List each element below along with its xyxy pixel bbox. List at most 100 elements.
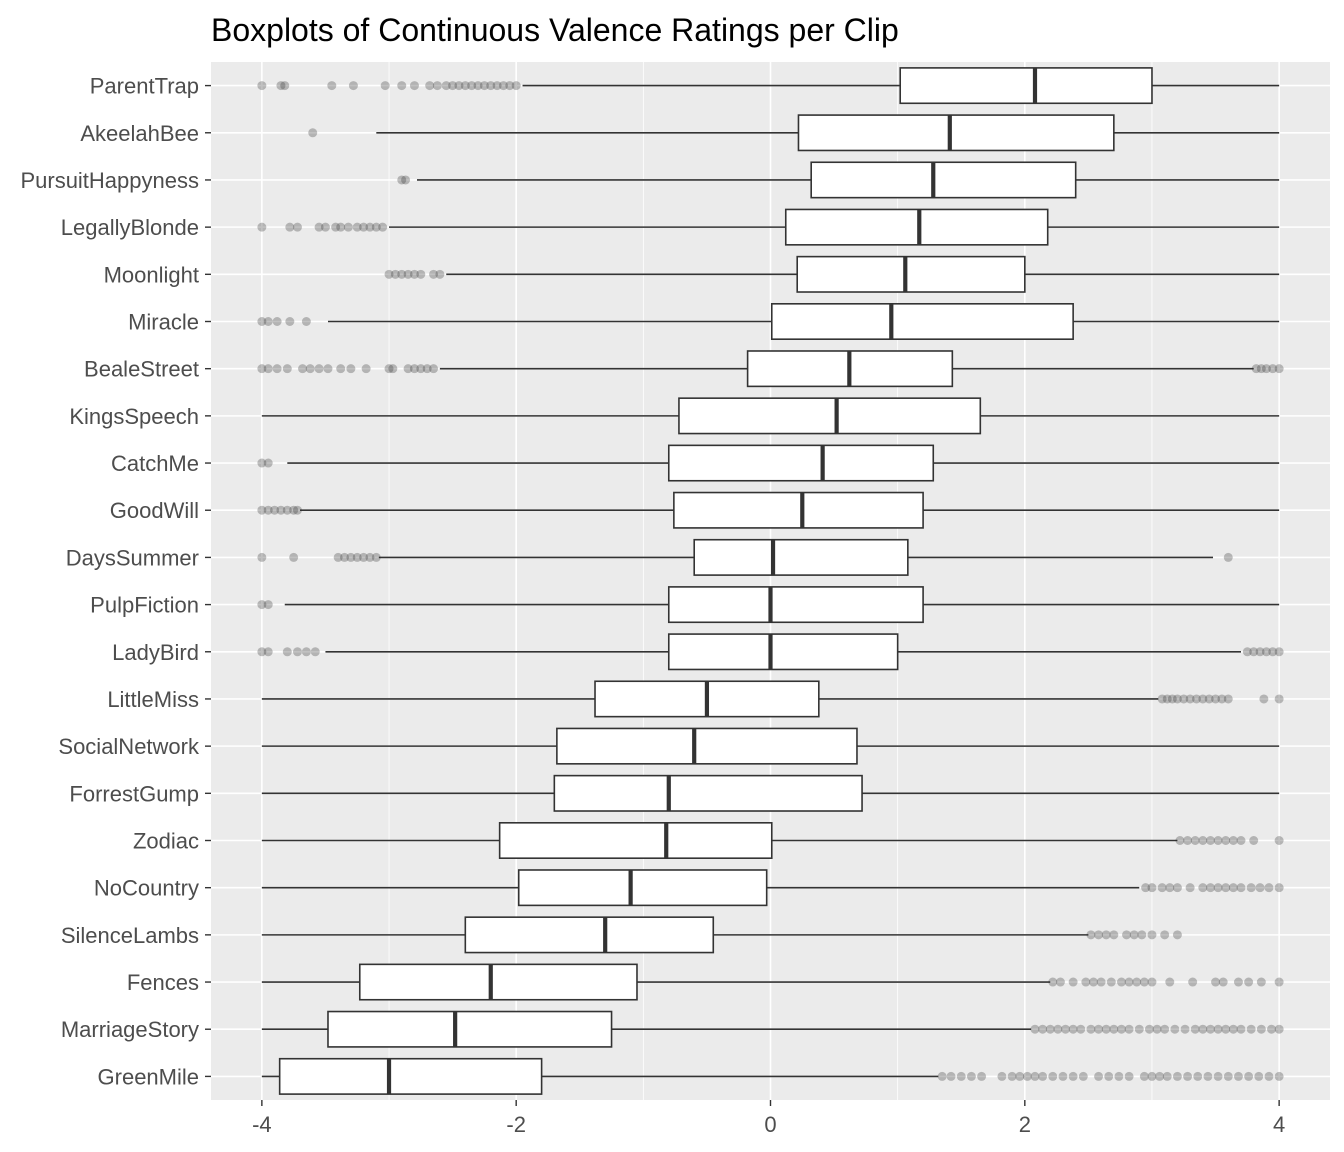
- outlier-point: [1144, 1024, 1154, 1034]
- outlier-point: [1217, 694, 1227, 704]
- iqr-box: [899, 67, 1153, 105]
- outlier-point: [1213, 883, 1223, 893]
- outlier-point: [1165, 977, 1175, 987]
- outlier-point: [467, 81, 477, 91]
- outlier-point: [263, 317, 273, 326]
- outlier-point: [1246, 1024, 1256, 1034]
- outlier-point: [1124, 1071, 1134, 1081]
- outlier-point: [270, 505, 280, 515]
- outlier-point: [956, 1071, 966, 1081]
- outlier-point: [1244, 1071, 1254, 1081]
- outlier-point: [1221, 1024, 1231, 1034]
- outlier-point: [327, 81, 337, 91]
- outlier-point: [460, 81, 470, 91]
- outlier-point: [1213, 1071, 1223, 1081]
- outlier-point: [1185, 883, 1195, 893]
- iqr-box: [464, 916, 715, 954]
- iqr-box: [673, 491, 924, 529]
- outlier-point: [1109, 1024, 1119, 1034]
- box-AkeelahBee: [308, 114, 1280, 152]
- x-tick-label: -2: [506, 1112, 526, 1137]
- outlier-point: [1268, 647, 1278, 657]
- outlier-point: [365, 552, 375, 562]
- outlier-point: [1180, 1024, 1190, 1034]
- outlier-point: [1179, 694, 1189, 704]
- y-tick-label: LittleMiss: [107, 687, 199, 712]
- outlier-point: [429, 269, 439, 279]
- outlier-point: [1076, 1024, 1086, 1034]
- outlier-point: [1053, 1024, 1063, 1034]
- outlier-point: [282, 647, 292, 657]
- outlier-point: [1132, 977, 1142, 987]
- outlier-point: [343, 222, 353, 232]
- outlier-point: [1188, 977, 1198, 987]
- outlier-point: [1249, 647, 1259, 657]
- outlier-point: [1274, 364, 1284, 374]
- outlier-point: [1157, 694, 1167, 704]
- outlier-point: [285, 222, 295, 232]
- outlier-point: [1086, 930, 1096, 940]
- x-axis: -4 -2 0 2 4: [252, 1100, 1285, 1137]
- outlier-point: [1228, 883, 1238, 893]
- outlier-point: [1114, 1071, 1124, 1081]
- outlier-point: [282, 505, 292, 515]
- outlier-point: [310, 647, 320, 657]
- outlier-point: [352, 222, 362, 232]
- outlier-point: [1236, 1024, 1246, 1034]
- box-ParentTrap: [257, 67, 1280, 105]
- outlier-point: [340, 552, 350, 562]
- y-tick-label: BealeStreet: [84, 357, 199, 382]
- outlier-point: [1205, 836, 1215, 845]
- outlier-point: [1122, 930, 1132, 940]
- outlier-point: [289, 505, 299, 515]
- outlier-point: [946, 1071, 956, 1081]
- box-BealeStreet: [257, 350, 1284, 388]
- outlier-point: [1038, 1071, 1048, 1081]
- iqr-box: [553, 774, 863, 812]
- y-tick-label: Miracle: [128, 310, 199, 335]
- box-LegallyBlonde: [257, 208, 1280, 246]
- outlier-point: [1086, 1024, 1096, 1034]
- outlier-point: [1007, 1071, 1017, 1081]
- outlier-point: [257, 505, 267, 515]
- outlier-point: [1068, 1071, 1078, 1081]
- outlier-point: [966, 1071, 976, 1081]
- outlier-point: [1094, 1071, 1104, 1081]
- outlier-point: [1264, 1071, 1274, 1081]
- outlier-point: [1267, 1024, 1277, 1034]
- iqr-box: [517, 869, 768, 907]
- outlier-point: [1015, 1071, 1025, 1081]
- outlier-point: [371, 222, 381, 232]
- outlier-point: [301, 647, 311, 657]
- outlier-point: [454, 81, 464, 91]
- outlier-point: [1129, 930, 1139, 940]
- y-tick-label: SocialNetwork: [58, 734, 200, 759]
- outlier-point: [1274, 883, 1284, 893]
- outlier-point: [1246, 883, 1256, 893]
- outlier-point: [384, 364, 394, 374]
- outlier-point: [1081, 977, 1091, 987]
- outlier-point: [1204, 694, 1214, 704]
- iqr-box: [810, 161, 1077, 199]
- outlier-point: [1261, 364, 1271, 374]
- iqr-box: [667, 633, 899, 671]
- outlier-point: [397, 175, 407, 185]
- outlier-point: [1155, 1071, 1165, 1081]
- outlier-point: [1137, 930, 1147, 940]
- outlier-point: [977, 1071, 987, 1081]
- outlier-point: [1211, 977, 1221, 987]
- outlier-point: [1259, 694, 1269, 704]
- outlier-point: [1261, 647, 1271, 657]
- outlier-point: [1109, 930, 1119, 940]
- outlier-point: [365, 222, 375, 232]
- outlier-point: [1213, 1024, 1223, 1034]
- iqr-box: [556, 727, 858, 765]
- outlier-point: [1152, 1024, 1162, 1034]
- box-DaysSummer: [257, 538, 1233, 576]
- outlier-point: [1088, 977, 1098, 987]
- outlier-point: [292, 505, 302, 515]
- outlier-point: [1160, 1024, 1170, 1034]
- outlier-point: [346, 552, 356, 562]
- outlier-point: [257, 364, 267, 374]
- outlier-point: [292, 647, 302, 657]
